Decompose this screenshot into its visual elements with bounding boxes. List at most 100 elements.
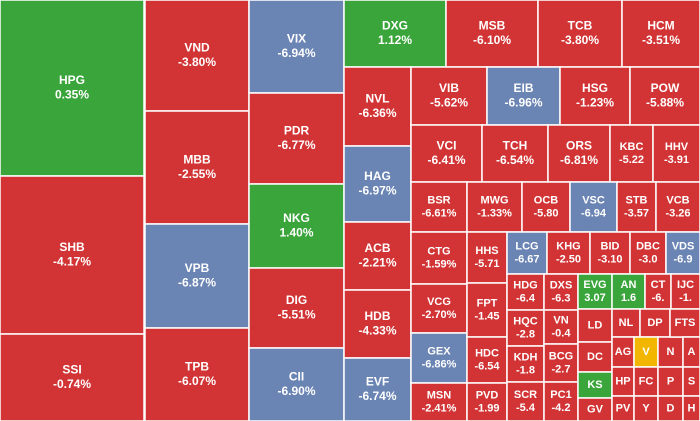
ticker: DIG bbox=[286, 293, 307, 307]
tile bbox=[343, 357, 412, 421]
ticker: TPB bbox=[185, 359, 209, 373]
change-label: -6.10% bbox=[473, 33, 511, 47]
ticker: NVL bbox=[366, 91, 390, 105]
tile bbox=[466, 181, 523, 233]
change-label: -6.36% bbox=[358, 106, 396, 120]
ticker: TCB bbox=[568, 18, 593, 32]
change-label: -5.51% bbox=[277, 307, 315, 321]
ticker: VDS bbox=[672, 240, 695, 252]
ticker: KDH bbox=[514, 351, 538, 363]
ticker: V bbox=[642, 346, 650, 358]
change-label: -6.61% bbox=[422, 208, 457, 220]
tile bbox=[410, 66, 488, 126]
change-label: -6.81% bbox=[560, 153, 598, 167]
tile bbox=[0, 333, 145, 421]
ticker: FC bbox=[639, 375, 654, 387]
tile bbox=[445, 0, 539, 68]
tile bbox=[611, 273, 646, 310]
ticker: VCG bbox=[427, 296, 451, 308]
change-label: -1.33% bbox=[477, 208, 512, 220]
change-label: -6.54 bbox=[474, 361, 500, 373]
ticker: ORS bbox=[566, 138, 592, 152]
ticker: S bbox=[688, 375, 695, 387]
ticker: BID bbox=[601, 240, 620, 252]
ticker: ACB bbox=[365, 241, 391, 255]
change-label: 1.40% bbox=[279, 225, 313, 239]
ticker: VCI bbox=[436, 138, 456, 152]
ticker: EIB bbox=[513, 81, 533, 95]
ticker: HCM bbox=[647, 18, 674, 32]
ticker: H bbox=[688, 402, 696, 414]
ticker: HPG bbox=[59, 73, 85, 87]
tile bbox=[543, 309, 579, 345]
tile bbox=[0, 0, 145, 177]
ticker: DXG bbox=[382, 18, 408, 32]
ticker: HAG bbox=[364, 169, 391, 183]
change-label: -5.4 bbox=[516, 402, 536, 414]
change-label: -6.67 bbox=[514, 254, 539, 266]
change-label: -3.0 bbox=[639, 254, 658, 266]
ticker: MWG bbox=[480, 194, 508, 206]
ticker: VSC bbox=[582, 194, 605, 206]
tile bbox=[248, 92, 345, 185]
tile bbox=[410, 231, 468, 285]
change-label: 3.07 bbox=[584, 292, 605, 304]
ticker: GV bbox=[587, 403, 604, 415]
change-label: -3.57 bbox=[624, 208, 649, 220]
change-label: -1.45 bbox=[474, 311, 499, 323]
tile bbox=[655, 181, 700, 233]
change-label: -2.70% bbox=[422, 309, 457, 321]
tile bbox=[466, 231, 508, 284]
tile bbox=[506, 273, 545, 311]
change-label: -0.74% bbox=[53, 377, 91, 391]
change-label: -1.23% bbox=[576, 95, 614, 109]
ticker: BSR bbox=[427, 194, 450, 206]
change-label: -4.33% bbox=[358, 323, 396, 337]
change-label: -5.80 bbox=[533, 208, 558, 220]
ticker: CTG bbox=[427, 245, 450, 257]
ticker: KHG bbox=[556, 240, 580, 252]
ticker: HQC bbox=[513, 315, 538, 327]
tile bbox=[537, 0, 623, 68]
ticker: OCB bbox=[534, 194, 559, 206]
ticker: TCH bbox=[503, 138, 528, 152]
change-label: -1.8 bbox=[516, 365, 535, 377]
change-label: -4.17% bbox=[53, 254, 91, 268]
tile bbox=[543, 381, 579, 421]
ticker: HSG bbox=[582, 81, 608, 95]
ticker: HHS bbox=[475, 245, 498, 257]
change-label: -2.55% bbox=[178, 167, 216, 181]
ticker: VPB bbox=[185, 261, 210, 275]
ticker: VN bbox=[553, 314, 568, 326]
change-label: -6.9 bbox=[674, 254, 693, 266]
ticker: CT bbox=[651, 279, 666, 291]
change-label: -6.87% bbox=[178, 275, 216, 289]
change-label: -3.80% bbox=[561, 33, 599, 47]
ticker: PVD bbox=[476, 389, 499, 401]
change-label: -6.96% bbox=[504, 95, 542, 109]
ticker: AG bbox=[615, 346, 632, 358]
ticker: AN bbox=[621, 279, 637, 291]
ticker: LCG bbox=[515, 240, 538, 252]
ticker: HDC bbox=[475, 347, 499, 359]
ticker: PV bbox=[616, 402, 631, 414]
ticker: VIX bbox=[287, 31, 306, 45]
tile bbox=[343, 289, 412, 359]
change-label: -2.50 bbox=[556, 254, 581, 266]
change-label: -6.41% bbox=[427, 153, 465, 167]
tile bbox=[547, 124, 611, 183]
ticker: GEX bbox=[427, 345, 451, 357]
ticker: DC bbox=[587, 351, 603, 363]
ticker: DBC bbox=[636, 240, 660, 252]
change-label: -6.77% bbox=[277, 138, 315, 152]
change-label: -2.41% bbox=[422, 403, 457, 415]
ticker: DXS bbox=[550, 279, 573, 291]
change-label: 1.12% bbox=[378, 33, 412, 47]
tile bbox=[343, 0, 447, 68]
tile bbox=[248, 0, 345, 94]
ticker: HP bbox=[615, 375, 630, 387]
ticker: STB bbox=[626, 194, 648, 206]
ticker: EVG bbox=[583, 279, 606, 291]
change-label: -2.8 bbox=[516, 329, 535, 341]
